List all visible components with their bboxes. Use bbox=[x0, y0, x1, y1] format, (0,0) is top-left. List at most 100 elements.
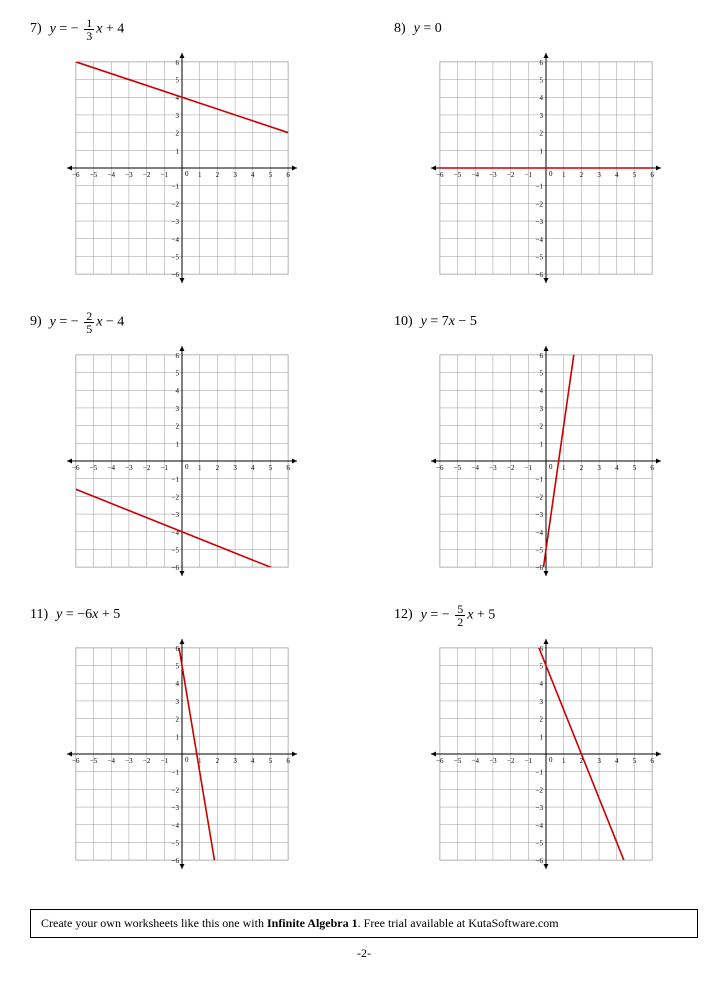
tick-label: 6 bbox=[540, 59, 544, 67]
tick-label: −6 bbox=[536, 564, 544, 572]
tick-label: 5 bbox=[269, 171, 273, 179]
tick-label: −5 bbox=[172, 253, 180, 261]
graph-svg: −6−6−5−5−4−4−3−3−2−2−1−10112233445566 bbox=[67, 53, 297, 283]
tick-label: 2 bbox=[540, 423, 544, 431]
tick-label: 2 bbox=[176, 130, 180, 138]
tick-label: 1 bbox=[176, 147, 180, 155]
tick-label: 4 bbox=[251, 757, 255, 765]
tick-label: 1 bbox=[540, 733, 544, 741]
tick-label: −2 bbox=[507, 464, 515, 472]
equation-row: 9) y = − 25x − 4 bbox=[30, 308, 334, 336]
tick-label: 5 bbox=[269, 757, 273, 765]
tick-label: −1 bbox=[525, 757, 533, 765]
tick-label: 5 bbox=[540, 663, 544, 671]
tick-label: 5 bbox=[633, 757, 637, 765]
tick-label: −3 bbox=[125, 171, 133, 179]
tick-label: 3 bbox=[540, 405, 544, 413]
tick-label: 0 bbox=[549, 170, 553, 178]
tick-label: 3 bbox=[233, 464, 237, 472]
problem-number: 10) bbox=[394, 314, 413, 330]
tick-label: −4 bbox=[172, 822, 180, 830]
tick-label: −6 bbox=[536, 857, 544, 865]
tick-label: 2 bbox=[540, 130, 544, 138]
tick-label: 4 bbox=[251, 171, 255, 179]
tick-label: −4 bbox=[536, 236, 544, 244]
problem-number: 9) bbox=[30, 314, 42, 330]
tick-label: −1 bbox=[161, 464, 169, 472]
equation: y = − 52x + 5 bbox=[421, 603, 496, 628]
tick-label: −3 bbox=[172, 804, 180, 812]
equation: y = −6x + 5 bbox=[56, 607, 120, 623]
tick-label: −5 bbox=[90, 464, 98, 472]
tick-label: −5 bbox=[536, 546, 544, 554]
tick-label: 6 bbox=[286, 757, 290, 765]
tick-label: 1 bbox=[198, 464, 202, 472]
tick-label: −5 bbox=[90, 757, 98, 765]
tick-label: −3 bbox=[489, 757, 497, 765]
tick-label: 2 bbox=[580, 464, 584, 472]
problem-7: 7)y = − 13x + 4−6−6−5−5−4−4−3−3−2−2−1−10… bbox=[30, 15, 334, 283]
tick-label: 0 bbox=[549, 756, 553, 764]
tick-label: −2 bbox=[172, 493, 180, 501]
footer-bold: Infinite Algebra 1 bbox=[267, 916, 358, 930]
tick-label: −3 bbox=[536, 804, 544, 812]
equation-row: 10)y = 7x − 5 bbox=[394, 308, 698, 336]
tick-label: 4 bbox=[251, 464, 255, 472]
tick-label: 2 bbox=[216, 757, 220, 765]
tick-label: 3 bbox=[233, 171, 237, 179]
tick-label: −1 bbox=[525, 171, 533, 179]
tick-label: −1 bbox=[172, 476, 180, 484]
tick-label: 4 bbox=[540, 680, 544, 688]
tick-label: −5 bbox=[172, 839, 180, 847]
tick-label: 6 bbox=[286, 171, 290, 179]
tick-label: 4 bbox=[540, 94, 544, 102]
tick-label: 5 bbox=[540, 77, 544, 85]
tick-label: −2 bbox=[143, 464, 151, 472]
tick-label: 1 bbox=[198, 171, 202, 179]
graph-container: −6−6−5−5−4−4−3−3−2−2−1−10112233445566 bbox=[394, 346, 698, 576]
equation-row: 11)y = −6x + 5 bbox=[30, 601, 334, 629]
tick-label: 4 bbox=[615, 171, 619, 179]
tick-label: −2 bbox=[143, 171, 151, 179]
problem-12: 12)y = − 52x + 5−6−6−5−5−4−4−3−3−2−2−1−1… bbox=[394, 601, 698, 869]
tick-label: −1 bbox=[536, 476, 544, 484]
tick-label: −6 bbox=[172, 271, 180, 279]
tick-label: −1 bbox=[536, 183, 544, 191]
graph-container: −6−6−5−5−4−4−3−3−2−2−1−10112233445566 bbox=[30, 346, 334, 576]
tick-label: 3 bbox=[176, 405, 180, 413]
tick-label: −4 bbox=[172, 236, 180, 244]
graph-svg: −6−6−5−5−4−4−3−3−2−2−1−10112233445566 bbox=[431, 346, 661, 576]
page-number: -2- bbox=[30, 946, 698, 961]
tick-label: 2 bbox=[216, 171, 220, 179]
tick-label: 2 bbox=[176, 716, 180, 724]
tick-label: −1 bbox=[525, 464, 533, 472]
tick-label: 6 bbox=[176, 59, 180, 67]
tick-label: −2 bbox=[507, 171, 515, 179]
tick-label: −2 bbox=[536, 786, 544, 794]
tick-label: −3 bbox=[489, 171, 497, 179]
graph-svg: −6−6−5−5−4−4−3−3−2−2−1−10112233445566 bbox=[67, 346, 297, 576]
tick-label: 2 bbox=[176, 423, 180, 431]
graph-svg: −6−6−5−5−4−4−3−3−2−2−1−10112233445566 bbox=[67, 639, 297, 869]
tick-label: −4 bbox=[108, 464, 116, 472]
tick-label: −4 bbox=[108, 171, 116, 179]
tick-label: 5 bbox=[176, 663, 180, 671]
equation: y = 0 bbox=[414, 21, 442, 37]
graph-container: −6−6−5−5−4−4−3−3−2−2−1−10112233445566 bbox=[30, 53, 334, 283]
tick-label: −3 bbox=[489, 464, 497, 472]
tick-label: 3 bbox=[233, 757, 237, 765]
graph-container: −6−6−5−5−4−4−3−3−2−2−1−10112233445566 bbox=[394, 639, 698, 869]
tick-label: −5 bbox=[454, 757, 462, 765]
footer-prefix: Create your own worksheets like this one… bbox=[41, 916, 267, 930]
equation: y = − 25x − 4 bbox=[50, 310, 125, 335]
tick-label: −6 bbox=[72, 464, 80, 472]
tick-label: 3 bbox=[597, 757, 601, 765]
tick-label: 5 bbox=[540, 370, 544, 378]
problem-8: 8)y = 0−6−6−5−5−4−4−3−3−2−2−1−1011223344… bbox=[394, 15, 698, 283]
tick-label: −4 bbox=[472, 464, 480, 472]
tick-label: −4 bbox=[536, 822, 544, 830]
tick-label: −5 bbox=[172, 546, 180, 554]
tick-label: −6 bbox=[436, 464, 444, 472]
tick-label: 5 bbox=[269, 464, 273, 472]
tick-label: −4 bbox=[536, 529, 544, 537]
